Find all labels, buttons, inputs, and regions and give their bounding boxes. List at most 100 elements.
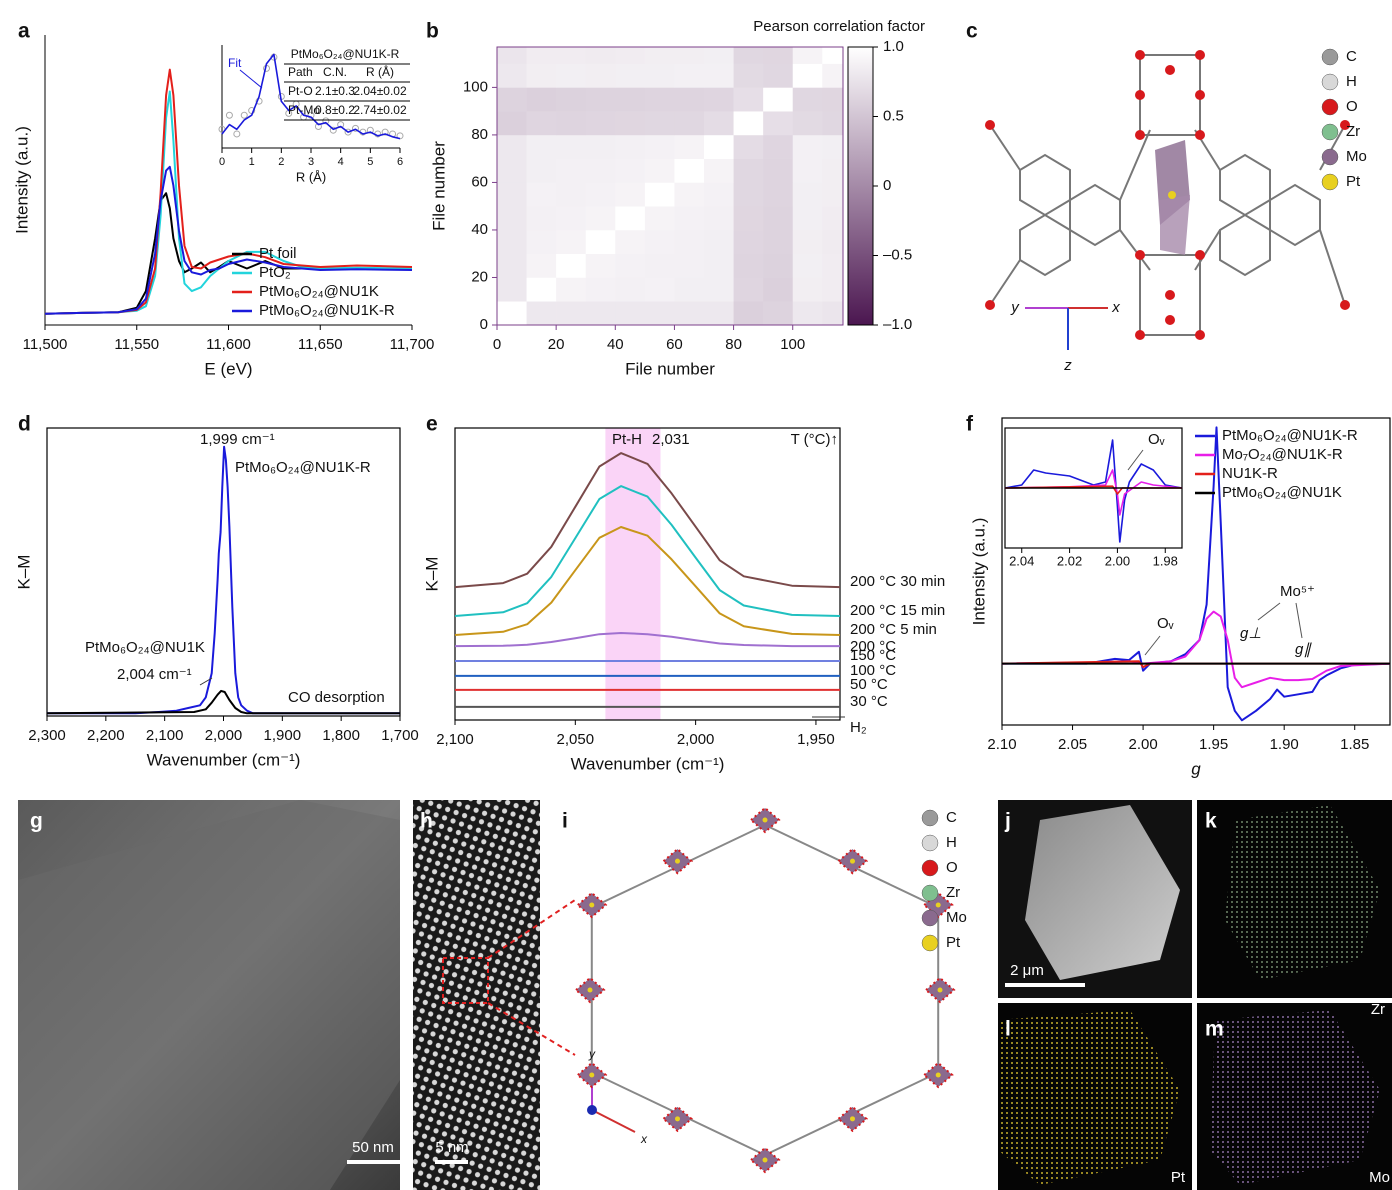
y-axis-label: File number: [429, 141, 448, 231]
heatmap-cell: [586, 182, 616, 206]
y-axis-label: K–M: [422, 557, 441, 592]
annotation: T (°C)↑: [791, 431, 838, 448]
legend-label: C: [946, 809, 957, 826]
annotation-arrow: [1258, 603, 1280, 620]
legend-label: C: [1346, 48, 1357, 65]
series-line: [1002, 612, 1390, 688]
legend-label: Mo: [946, 909, 967, 926]
x-axis-label: File number: [625, 359, 715, 378]
heatmap-cell: [556, 206, 586, 230]
heatmap-cell: [822, 135, 843, 159]
table-title: PtMo₆O₂₄@NU1K-R: [291, 47, 400, 61]
heatmap-cell: [822, 87, 843, 111]
heatmap-cell: [822, 277, 843, 301]
heatmap-cell: [556, 230, 586, 254]
heatmap-cell: [586, 111, 616, 135]
heatmap-cell: [586, 64, 616, 88]
heatmap-cell: [822, 159, 843, 183]
heatmap-cell: [822, 230, 843, 254]
heatmap-cell: [527, 301, 557, 325]
heatmap-cell: [645, 159, 675, 183]
heatmap-cell: [674, 277, 704, 301]
heatmap-cell: [734, 206, 764, 230]
heatmap-cell: [645, 135, 675, 159]
heatmap-cell: [734, 301, 764, 325]
x-tick-label: 2.05: [1058, 736, 1087, 753]
heatmap-cell: [793, 301, 823, 325]
heatmap-cell: [734, 230, 764, 254]
heatmap-cell: [615, 135, 645, 159]
heatmap-cell: [763, 135, 793, 159]
heatmap-cell: [586, 301, 616, 325]
heatmap-cell: [586, 254, 616, 278]
heatmap-cell: [763, 87, 793, 111]
annotation: 1,999 cm⁻¹: [200, 431, 275, 448]
pt-atom: [938, 988, 943, 993]
legend-icon: [922, 935, 938, 951]
plot-frame: [1002, 418, 1390, 725]
heatmap-cell: [586, 47, 616, 64]
x-tick-label: 2,100: [436, 731, 474, 748]
heatmap-cell: [674, 47, 704, 64]
pt-atom: [850, 1116, 855, 1121]
x-tick-label: 11,650: [298, 336, 343, 353]
element-label: Zr: [1371, 1001, 1385, 1018]
legend-label: Mo₇O₂₄@NU1K-R: [1222, 446, 1343, 463]
series-label: Fit: [228, 56, 242, 70]
heatmap-cell: [615, 182, 645, 206]
heatmap-cell: [763, 47, 793, 64]
y-tick-label: 20: [471, 268, 488, 285]
heatmap-cell: [556, 301, 586, 325]
y-tick-label: 40: [471, 221, 488, 238]
heatmap-cell: [586, 159, 616, 183]
scale-bar-label: 2 μm: [1010, 962, 1044, 979]
heatmap-cell: [822, 47, 843, 64]
legend-label: O: [1346, 98, 1358, 115]
colorbar-tick-label: –1.0: [883, 316, 912, 333]
heatmap-cell: [615, 301, 645, 325]
table-header: C.N.: [323, 65, 347, 79]
legend-icon: [1322, 49, 1338, 65]
heatmap-cell: [763, 301, 793, 325]
panel-label: k: [1205, 810, 1217, 833]
heatmap-cell: [704, 64, 734, 88]
annotation: CO desorption: [288, 689, 385, 706]
heatmap-cell: [497, 47, 527, 64]
heatmap-cell: [497, 159, 527, 183]
annotation: H₂: [850, 719, 867, 736]
heatmap-cell: [793, 277, 823, 301]
heatmap-cell: [763, 254, 793, 278]
axis-arrow: [592, 1110, 635, 1132]
heatmap-cell: [763, 64, 793, 88]
pt-atom: [850, 859, 855, 864]
panel-label: d: [18, 413, 31, 436]
x-tick-label: 11,700: [390, 336, 435, 353]
x-axis-label: E (eV): [204, 359, 252, 378]
heatmap-cell: [704, 182, 734, 206]
legend-icon: [1322, 149, 1338, 165]
x-axis-label: R (Å): [296, 169, 326, 184]
x-tick-label: 0: [219, 156, 225, 168]
heatmap-cell: [793, 230, 823, 254]
heatmap-cell: [497, 230, 527, 254]
pt-atom: [763, 1158, 768, 1163]
legend-icon: [922, 910, 938, 926]
panel-label: f: [966, 413, 974, 436]
heatmap-cell: [586, 230, 616, 254]
heatmap-cell: [734, 64, 764, 88]
heatmap-cell: [822, 206, 843, 230]
axis-origin: [587, 1105, 597, 1115]
legend-label: Pt: [1346, 173, 1361, 190]
x-tick-label: 2,000: [677, 731, 715, 748]
x-tick-label: 1,800: [322, 727, 360, 744]
atoms: [985, 50, 1350, 340]
series-line: [1005, 470, 1182, 515]
x-tick-label: 1: [249, 156, 255, 168]
legend-icon: [922, 835, 938, 851]
legend-label: H: [1346, 73, 1357, 90]
annotation-arrow: [1296, 603, 1302, 638]
heatmap-cell: [497, 87, 527, 111]
panel-label: b: [426, 20, 439, 43]
lattice-image: [413, 800, 540, 1190]
heatmap-cell: [822, 301, 843, 325]
